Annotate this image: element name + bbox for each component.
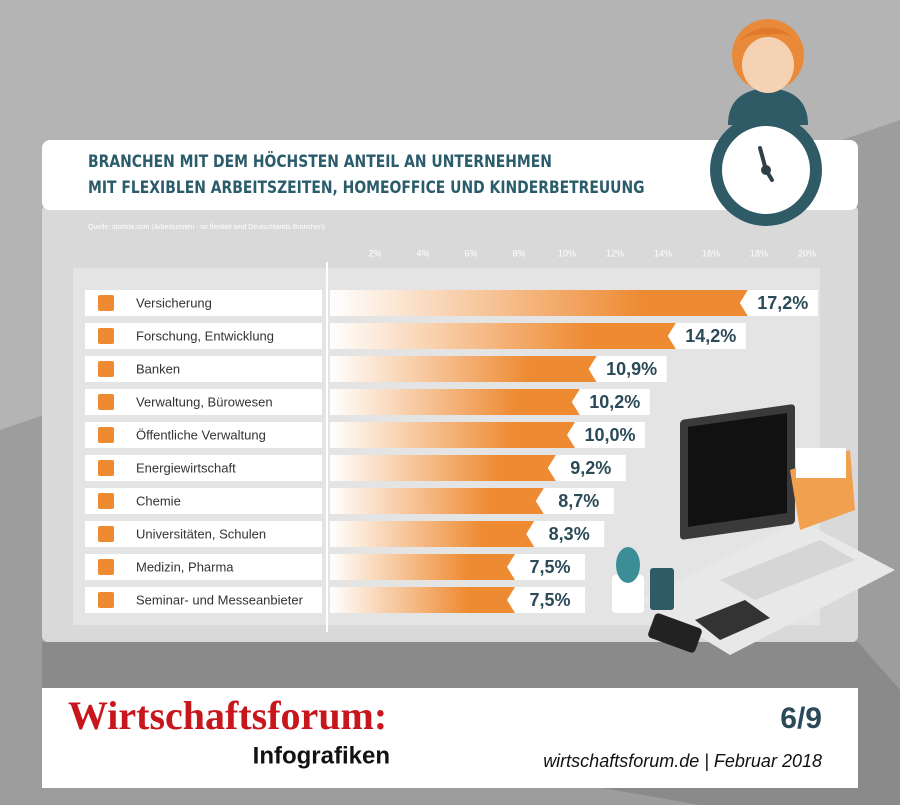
x-tick-label: 16% (702, 248, 720, 258)
title-line: BRANCHEN MIT DEM HÖCHSTEN ANTEIL AN UNTE… (88, 151, 552, 172)
value-label: 10,2% (589, 392, 640, 412)
clock-illustration (710, 19, 822, 226)
category-box (85, 389, 322, 415)
brand: Wirtschaftsforum: (68, 693, 387, 738)
bar (330, 323, 676, 349)
bar (330, 389, 580, 415)
category-label: Energiewirtschaft (136, 460, 236, 475)
category-box (85, 356, 322, 382)
value-label-box (507, 554, 585, 580)
value-label-box (667, 323, 746, 349)
bar (330, 521, 535, 547)
x-tick-label: 6% (464, 248, 477, 258)
desk-illustration (612, 404, 895, 655)
site-date: wirtschaftsforum.de | Februar 2018 (543, 751, 822, 771)
value-label-box (571, 389, 650, 415)
value-label: 7,5% (529, 557, 570, 577)
category-icon (98, 427, 114, 443)
value-label-box (567, 422, 645, 448)
x-tick-label: 20% (798, 248, 816, 258)
value-label: 8,7% (558, 491, 599, 511)
x-tick-label: 12% (606, 248, 624, 258)
category-box (85, 488, 322, 514)
bar (330, 290, 748, 316)
bar (330, 455, 556, 481)
x-tick-label: 8% (512, 248, 525, 258)
page-number: 6/9 (780, 702, 822, 735)
category-label: Öffentliche Verwaltung (136, 427, 266, 442)
value-label-box (526, 521, 605, 547)
value-label: 14,2% (685, 326, 736, 346)
x-tick-label: 2% (368, 248, 381, 258)
category-box (85, 587, 322, 613)
category-icon (98, 361, 114, 377)
x-tick-label: 4% (416, 248, 429, 258)
category-label: Forschung, Entwicklung (136, 328, 274, 343)
category-icon (98, 295, 114, 311)
category-box (85, 422, 322, 448)
category-label: Universitäten, Schulen (136, 526, 266, 541)
value-label-box (507, 587, 585, 613)
value-label: 10,9% (606, 359, 657, 379)
bar (330, 488, 544, 514)
title-line: MIT FLEXIBLEN ARBEITSZEITEN, HOMEOFFICE … (88, 178, 645, 198)
category-icon (98, 493, 114, 509)
source: Quelle: statista.com (Arbeitszeiten - so… (88, 224, 325, 231)
bar (330, 356, 597, 382)
value-label-box (739, 290, 818, 316)
category-icon (98, 394, 114, 410)
x-tick-label: 14% (654, 248, 672, 258)
category-label: Chemie (136, 493, 181, 508)
category-label: Medizin, Pharma (136, 559, 234, 574)
bar (330, 554, 515, 580)
category-label: Banken (136, 361, 180, 376)
brand-subtitle: Infografiken (253, 742, 390, 769)
title-card (42, 140, 858, 210)
value-label: 7,5% (529, 590, 570, 610)
value-label: 17,2% (757, 293, 808, 313)
category-label: Versicherung (136, 295, 212, 310)
category-box (85, 554, 322, 580)
category-icon (98, 592, 114, 608)
value-label-box (535, 488, 614, 514)
category-icon (98, 328, 114, 344)
category-label: Seminar- und Messeanbieter (136, 592, 304, 607)
footer-card (42, 688, 858, 788)
value-label: 10,0% (584, 425, 635, 445)
category-box (85, 323, 322, 349)
value-label-box (588, 356, 667, 382)
category-icon (98, 526, 114, 542)
value-label: 9,2% (570, 458, 611, 478)
x-tick-label: 10% (558, 248, 576, 258)
bar (330, 422, 575, 448)
chart: 2% 4% 6% 8% 10% 12% 14% 16% 18% 20% Versicherung 17… (85, 248, 818, 632)
bar (330, 587, 515, 613)
value-label-box (547, 455, 626, 481)
category-icon (98, 559, 114, 575)
value-label: 8,3% (549, 524, 590, 544)
footer: Wirtschaftsforum: Infografiken 6/9 wirts… (42, 688, 858, 788)
category-box (85, 290, 322, 316)
category-box (85, 455, 322, 481)
category-icon (98, 460, 114, 476)
x-tick-label: 18% (750, 248, 768, 258)
category-label: Verwaltung, Bürowesen (136, 394, 273, 409)
category-box (85, 521, 322, 547)
